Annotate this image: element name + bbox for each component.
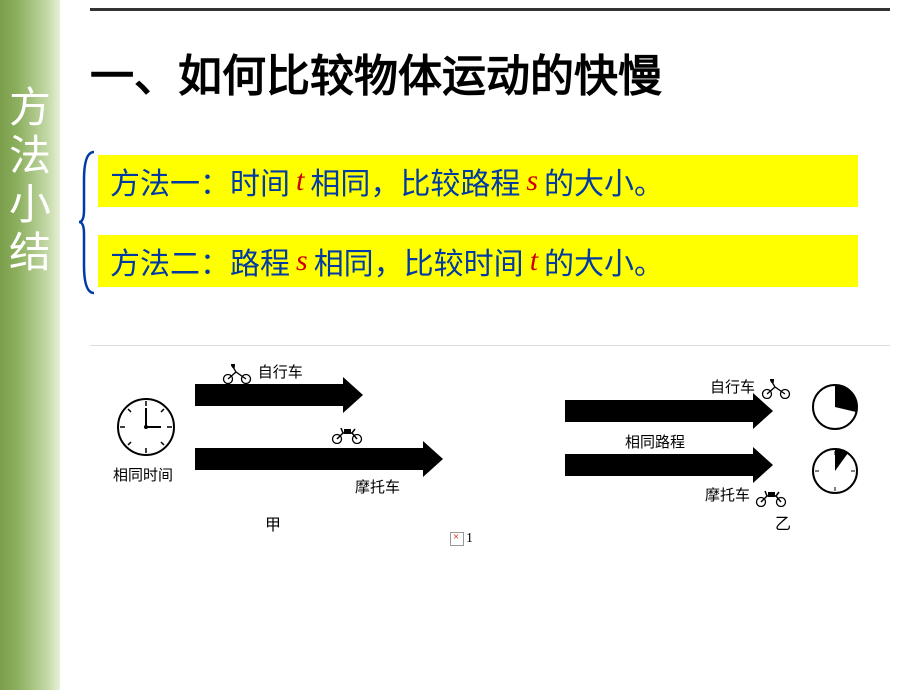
right-moto-arrow <box>565 454 755 476</box>
broken-image-icon <box>450 532 464 546</box>
same-time-label: 相同时间 <box>113 464 173 485</box>
method-1-prefix: 方法一：时间 <box>110 159 290 203</box>
sidebar-vertical-label: 方 法 小 结 <box>0 85 60 278</box>
same-distance-label: 相同路程 <box>625 431 685 452</box>
panel-left-caption: 甲 <box>265 511 281 535</box>
variable-s: s <box>290 244 314 278</box>
method-2-mid: 相同，比较时间 <box>314 239 524 283</box>
motorcycle-icon <box>330 424 364 444</box>
motorcycle-distance-arrow <box>195 448 425 470</box>
clock-icon <box>115 396 177 458</box>
panel-same-distance: 自行车 相同路程 摩托车 <box>530 356 880 556</box>
comparison-diagram: 相同时间 自行车 摩托车 <box>90 345 890 565</box>
bicycle-label: 自行车 <box>710 380 755 396</box>
bicycle-icon-group: 自行车 <box>220 361 303 384</box>
panel-same-time: 相同时间 自行车 摩托车 <box>105 356 485 556</box>
variable-t: t <box>290 164 310 198</box>
motorcycle-icon <box>754 487 788 507</box>
method-2-box: 方法二：路程 s 相同，比较时间 t 的大小。 <box>98 235 858 287</box>
pie-clock-moto <box>810 446 860 496</box>
method-1-suffix: 的大小。 <box>544 159 664 203</box>
bicycle-label: 自行车 <box>258 365 303 381</box>
brace-icon <box>78 150 96 295</box>
sidebar-gradient: 方 法 小 结 <box>0 0 60 690</box>
variable-s: s <box>520 164 544 198</box>
motorcycle-icon-group <box>330 424 364 444</box>
pie-clock-bike <box>810 382 860 432</box>
bicycle-right-group: 自行车 <box>710 376 793 399</box>
method-1-mid: 相同，比较路程 <box>310 159 520 203</box>
top-rule <box>90 8 890 11</box>
motorcycle-label: 摩托车 <box>355 476 400 497</box>
panel-right-caption: 乙 <box>775 510 791 534</box>
main-content: 一、如何比较物体运动的快慢 方法一：时间 t 相同，比较路程 s 的大小。 方法… <box>60 0 920 690</box>
bicycle-distance-arrow <box>195 384 345 406</box>
bicycle-icon <box>220 364 254 384</box>
method-1-box: 方法一：时间 t 相同，比较路程 s 的大小。 <box>98 155 858 207</box>
page-title: 一、如何比较物体运动的快慢 <box>90 40 662 104</box>
motorcycle-right-group: 摩托车 <box>705 484 788 507</box>
method-2-prefix: 方法二：路程 <box>110 239 290 283</box>
figure-number: 1 <box>450 531 473 547</box>
right-bike-arrow <box>565 400 755 422</box>
motorcycle-label: 摩托车 <box>705 488 750 504</box>
method-2-suffix: 的大小。 <box>544 239 664 283</box>
variable-t: t <box>524 244 544 278</box>
